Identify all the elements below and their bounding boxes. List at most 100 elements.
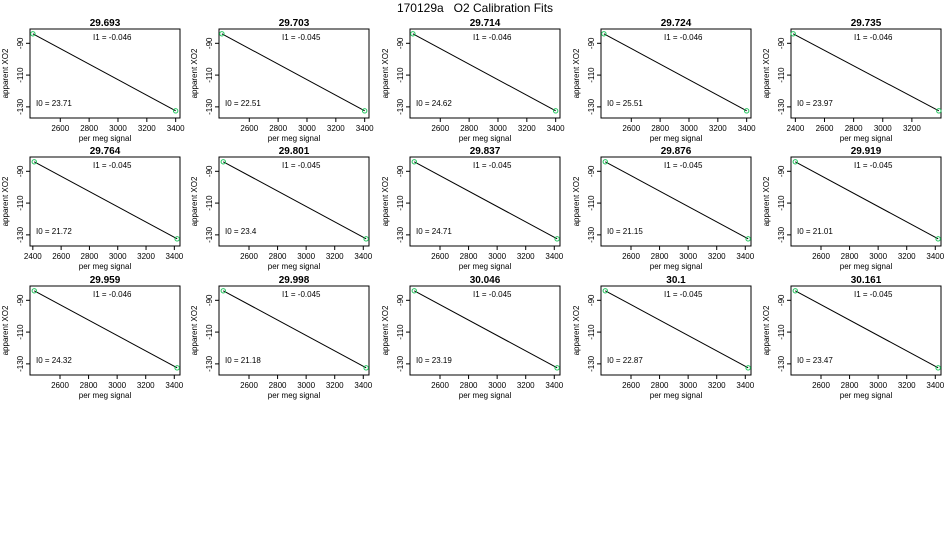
x-tick-label: 3000 [488,381,506,390]
x-tick-label: 2800 [651,381,669,390]
y-tick-label: -90 [16,294,25,306]
x-tick-label: 3200 [903,124,921,133]
y-tick-label: -90 [205,165,214,177]
x-tick-label: 2800 [460,124,478,133]
fit-line [34,290,178,369]
y-axis-label: apparent XO2 [190,305,199,355]
fit-line [34,161,178,240]
x-axis-label: per meg signal [650,391,703,400]
plot-frame [790,156,942,247]
x-tick-label: 2800 [269,381,287,390]
x-axis-label: per meg signal [79,391,132,400]
panel-title: 30.1 [666,275,686,286]
x-tick-label: 3400 [545,252,563,261]
x-tick-label: 3400 [545,381,563,390]
y-tick-label: -90 [205,37,214,49]
data-point [935,365,941,371]
chart-panel: 29.714 2600 2800 3000 3200 3400 per meg signal… [381,18,565,143]
y-axis-label: apparent XO2 [572,48,581,98]
x-tick-label: 2600 [51,124,69,133]
x-tick-label: 3200 [898,381,916,390]
panel-title: 29.724 [661,18,692,29]
y-tick-label: -130 [587,226,596,243]
panel-title: 29.714 [470,18,501,29]
x-axis-label: per meg signal [459,134,512,143]
x-tick-label: 3200 [137,252,155,261]
data-point [790,31,796,37]
x-axis-label: per meg signal [79,262,132,271]
x-tick-label: 2600 [431,381,449,390]
chart-panel: 29.959 2600 2800 3000 3200 3400 per meg signal… [1,275,184,400]
fit-line [603,33,747,112]
y-tick-label: -130 [587,355,596,372]
plot-frame [790,28,942,119]
y-axis-label: apparent XO2 [381,305,390,355]
data-point [174,236,180,242]
y-tick-label: -110 [205,324,214,340]
data-point [219,31,225,37]
slope-annotation: I1 = -0.045 [282,290,321,299]
y-tick-label: -110 [396,195,405,211]
x-tick-label: 2600 [812,252,830,261]
x-tick-label: 3200 [898,252,916,261]
y-axis-label: apparent XO2 [572,305,581,355]
slope-annotation: I1 = -0.045 [664,290,703,299]
plot-frame [409,285,561,376]
fit-line [414,161,558,240]
x-tick-label: 3400 [736,381,754,390]
x-tick-label: 3200 [517,381,535,390]
x-tick-label: 3000 [869,381,887,390]
y-tick-label: -90 [777,37,786,49]
slope-annotation: I1 = -0.045 [473,290,512,299]
data-point [172,108,179,114]
x-tick-label: 3200 [709,124,727,133]
data-point [602,159,608,165]
intercept-annotation: I0 = 22.87 [607,356,643,365]
x-tick-label: 2800 [845,124,863,133]
x-tick-label: 2600 [622,124,640,133]
chart-panel: 29.764 2400 2600 2800 3000 3200 3400 per meg si… [1,146,184,271]
chart-panel: 29.801 2600 2800 3000 3200 3400 per meg signal… [190,146,373,271]
y-axis-label: apparent XO2 [190,176,199,226]
x-tick-label: 3200 [708,252,726,261]
data-point [554,236,560,242]
x-axis-label: per meg signal [650,262,703,271]
y-tick-label: -130 [16,98,25,115]
x-axis-label: per meg signal [268,262,321,271]
y-tick-label: -130 [205,226,214,243]
data-point [361,108,368,114]
data-point [792,288,798,294]
chart-panel: 29.876 2600 2800 3000 3200 3400 per meg signal… [572,146,755,271]
x-tick-label: 3400 [736,252,754,261]
y-tick-label: -90 [16,37,25,49]
fit-line [32,33,176,112]
data-point [411,159,417,165]
x-tick-label: 3400 [165,252,183,261]
panel-title: 30.161 [851,275,882,286]
slope-annotation: I1 = -0.046 [93,33,132,42]
data-point [31,288,37,294]
x-tick-label: 2800 [460,252,478,261]
x-tick-label: 2600 [240,252,258,261]
data-point [743,108,750,114]
y-tick-label: -110 [205,195,214,211]
y-tick-label: -90 [587,37,596,49]
data-point [745,236,751,242]
y-tick-label: -90 [777,165,786,177]
panel-title: 29.876 [661,146,692,157]
slope-annotation: I1 = -0.046 [93,290,132,299]
panel-title: 30.046 [470,275,501,286]
x-axis-label: per meg signal [840,262,893,271]
x-tick-label: 2800 [841,252,859,261]
x-tick-label: 3000 [874,124,892,133]
y-tick-label: -90 [396,37,405,49]
y-axis-label: apparent XO2 [572,176,581,226]
x-tick-label: 3200 [137,381,155,390]
y-tick-label: -130 [16,355,25,372]
y-tick-label: -130 [205,98,214,115]
y-axis-label: apparent XO2 [381,176,390,226]
data-point [220,159,226,165]
x-tick-label: 2800 [269,252,287,261]
plot-frame [29,28,181,119]
